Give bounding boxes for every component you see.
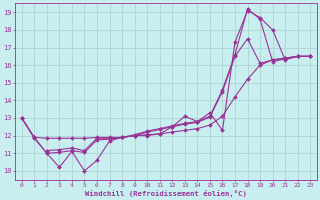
X-axis label: Windchill (Refroidissement éolien,°C): Windchill (Refroidissement éolien,°C) (85, 190, 247, 197)
